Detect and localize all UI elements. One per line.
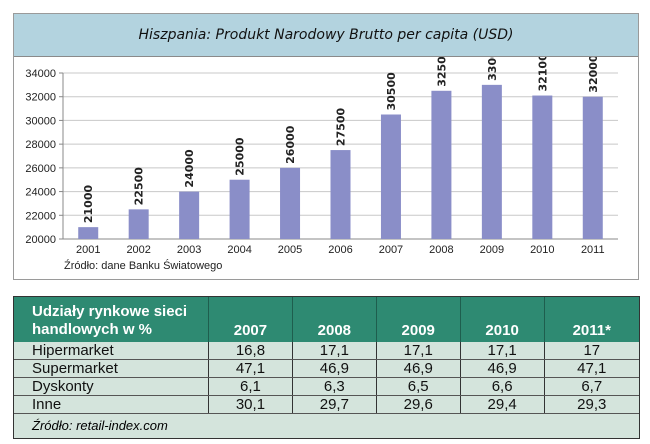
row-label: Hipermarket bbox=[14, 342, 209, 360]
data-label: 22500 bbox=[133, 167, 146, 206]
table-row: Dyskonty 6,1 6,3 6,5 6,6 6,7 bbox=[14, 377, 639, 396]
data-label: 26000 bbox=[284, 125, 297, 164]
header-year: 2011* bbox=[543, 297, 639, 342]
cell-value: 6,6 bbox=[459, 377, 545, 396]
cell-value: 17,1 bbox=[459, 342, 545, 360]
table-row: Supermarket 47,1 46,9 46,9 46,9 47,1 bbox=[14, 359, 639, 378]
cell-value: 46,9 bbox=[375, 359, 461, 378]
bar bbox=[128, 209, 149, 239]
header-year: 2010 bbox=[459, 297, 545, 342]
data-label: 32100 bbox=[536, 53, 549, 92]
data-label: 21000 bbox=[82, 185, 95, 224]
x-tick-label: 2008 bbox=[429, 244, 453, 256]
header-year: 2007 bbox=[208, 297, 293, 342]
x-tick-label: 2006 bbox=[328, 244, 352, 256]
cell-value: 47,1 bbox=[208, 359, 293, 378]
bar bbox=[380, 114, 401, 239]
header-year: 2008 bbox=[291, 297, 377, 342]
y-tick-label: 32000 bbox=[25, 92, 56, 104]
x-tick-label: 2004 bbox=[227, 244, 251, 256]
cell-value: 29,3 bbox=[543, 395, 639, 414]
header-label: Udziały rynkowe sieci handlowych w % bbox=[14, 297, 209, 342]
x-tick-label: 2003 bbox=[177, 244, 201, 256]
data-label: 32500 bbox=[435, 48, 448, 87]
y-tick-label: 22000 bbox=[25, 210, 56, 222]
row-label: Supermarket bbox=[14, 359, 209, 378]
table-source: Źródło: retail-index.com bbox=[32, 418, 168, 433]
data-label: 32000 bbox=[587, 54, 600, 93]
x-tick-label: 2007 bbox=[379, 244, 403, 256]
cell-value: 29,6 bbox=[375, 395, 461, 414]
x-tick-label: 2011 bbox=[581, 244, 605, 256]
bar-chart: 20000 22000 24000 26000 28000 30000 32000 34000… bbox=[25, 42, 618, 256]
row-label: Dyskonty bbox=[14, 377, 209, 396]
x-tick-label: 2002 bbox=[126, 244, 150, 256]
cell-value: 46,9 bbox=[291, 359, 377, 378]
cell-value: 17 bbox=[543, 342, 639, 360]
cell-value: 17,1 bbox=[375, 342, 461, 360]
cell-value: 6,5 bbox=[375, 377, 461, 396]
chart-source: Źródło: dane Banku Światowego bbox=[64, 260, 223, 272]
bar bbox=[582, 96, 603, 239]
bar bbox=[481, 84, 502, 239]
chart-panel: 20000 22000 24000 26000 28000 30000 32000 34000… bbox=[13, 13, 639, 280]
bar bbox=[532, 95, 553, 240]
data-label: 27500 bbox=[335, 107, 348, 146]
row-label: Inne bbox=[14, 395, 209, 414]
cell-value: 17,1 bbox=[291, 342, 377, 360]
bar bbox=[229, 179, 250, 239]
cell-value: 30,1 bbox=[208, 395, 293, 414]
cell-value: 16,8 bbox=[208, 342, 293, 360]
market-share-table: Udziały rynkowe sieci handlowych w % 2007… bbox=[13, 296, 640, 439]
cell-value: 6,1 bbox=[208, 377, 293, 396]
bar bbox=[330, 150, 351, 239]
data-label: 30500 bbox=[385, 72, 398, 111]
cell-value: 29,4 bbox=[459, 395, 545, 414]
bar bbox=[431, 90, 452, 240]
bar bbox=[179, 191, 200, 239]
table-row: Inne 30,1 29,7 29,6 29,4 29,3 bbox=[14, 395, 639, 414]
cell-value: 6,7 bbox=[543, 377, 639, 396]
chart-title: Hiszpania: Produkt Narodowy Brutto per c… bbox=[14, 14, 638, 57]
bar bbox=[280, 167, 301, 239]
bar bbox=[78, 227, 99, 239]
cell-value: 47,1 bbox=[543, 359, 639, 378]
cell-value: 29,7 bbox=[291, 395, 377, 414]
table-row: Hipermarket 16,8 17,1 17,1 17,1 17 bbox=[14, 342, 639, 360]
y-tick-label: 30000 bbox=[25, 115, 56, 127]
header-year: 2009 bbox=[375, 297, 461, 342]
x-tick-label: 2005 bbox=[278, 244, 302, 256]
x-tick-label: 2009 bbox=[480, 244, 504, 256]
y-tick-label: 34000 bbox=[25, 68, 56, 80]
y-tick-label: 26000 bbox=[25, 163, 56, 175]
data-label: 24000 bbox=[183, 149, 196, 188]
y-tick-label: 24000 bbox=[25, 187, 56, 199]
data-label: 25000 bbox=[234, 137, 247, 176]
cell-value: 46,9 bbox=[459, 359, 545, 378]
y-tick-label: 20000 bbox=[25, 234, 56, 246]
y-tick-label: 28000 bbox=[25, 139, 56, 151]
x-tick-label: 2010 bbox=[530, 244, 554, 256]
table-header-row: Udziały rynkowe sieci handlowych w % 2007… bbox=[14, 297, 639, 342]
x-tick-label: 2001 bbox=[76, 244, 100, 256]
cell-value: 6,3 bbox=[291, 377, 377, 396]
